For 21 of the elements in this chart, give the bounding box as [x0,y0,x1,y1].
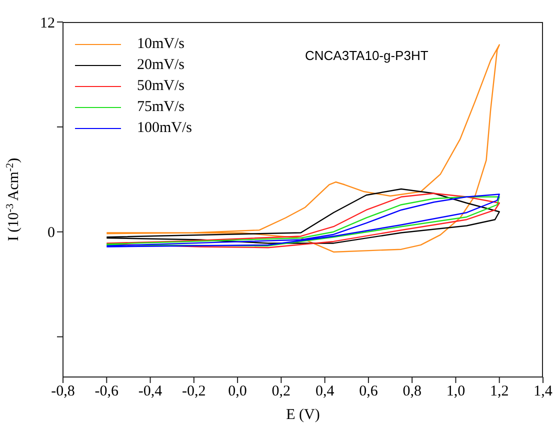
x-axis-title: E (V) [286,407,320,423]
x-tick-label: 1,2 [490,384,509,400]
y-tick-label: 0 [48,225,55,242]
x-tick-label: -0,8 [51,384,75,400]
x-tick-label: -0,6 [94,384,120,400]
x-tick-label: 0,0 [228,384,247,400]
x-tick-label: 1,4 [534,384,553,400]
x-tick-label: 0,8 [402,384,422,400]
x-tick-label: 0,2 [272,384,291,400]
legend-label: 100mV/s [137,119,192,138]
legend-label: 10mV/s [137,35,185,54]
annotation: CNCA3TA10-g-P3HT [305,48,428,63]
x-tick-label: 1,0 [446,384,466,400]
legend-label: 75mV/s [137,98,185,117]
x-tick-label: -0,4 [138,384,163,400]
x-tick-label: 0,4 [315,384,335,400]
legend-label: 50mV/s [137,77,185,96]
y-tick-label: 12 [40,15,55,32]
x-tick-label: 0,6 [359,384,378,400]
x-tick-label: -0,2 [182,384,206,400]
legend-label: 20mV/s [137,56,185,75]
